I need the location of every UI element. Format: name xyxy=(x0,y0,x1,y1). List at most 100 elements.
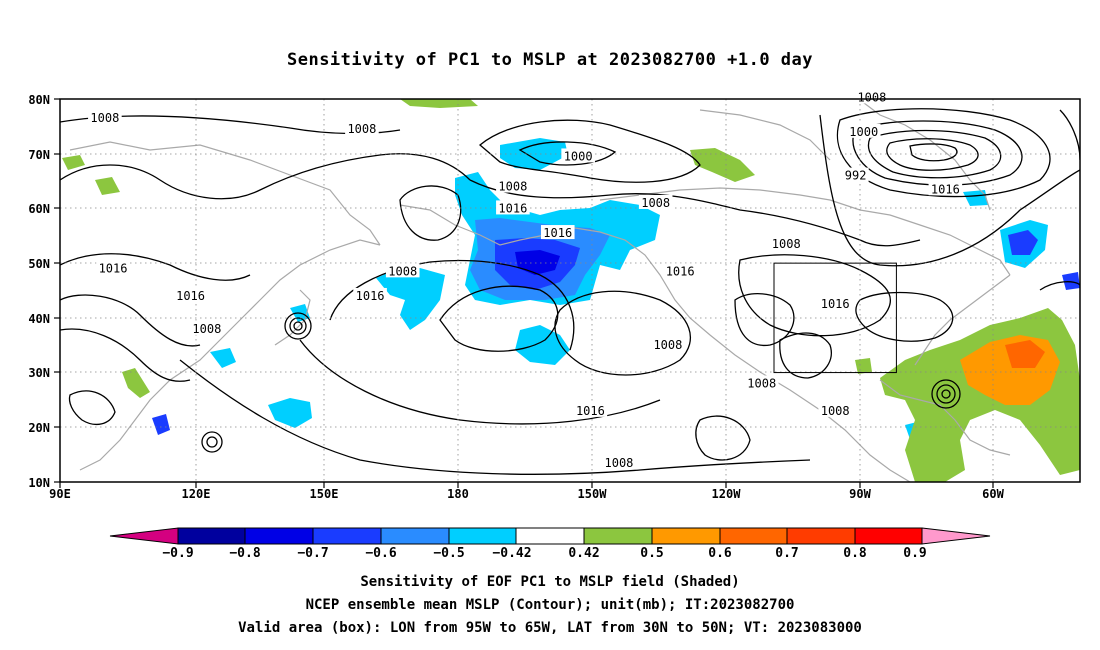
contour-label-bg xyxy=(345,121,379,136)
contour-label: 1008 xyxy=(821,404,850,418)
contour-label: 1016 xyxy=(666,264,695,278)
contour-label-bg xyxy=(385,263,420,278)
lon-label: 120W xyxy=(712,487,742,501)
colorbar-label: 0.6 xyxy=(708,546,732,561)
green-patch-siberia-2 xyxy=(95,177,120,195)
positive-sensitivity-atlantic xyxy=(880,308,1080,482)
colorbar-label: −0.8 xyxy=(229,546,260,561)
lat-label: 30N xyxy=(28,366,50,380)
colorbar-label: 0.42 xyxy=(568,546,599,561)
colorbar-swatch xyxy=(177,527,246,545)
contour-label-bg xyxy=(573,402,608,417)
lon-label: 150W xyxy=(578,487,608,501)
contour-label-bg xyxy=(638,194,673,209)
contour-label-bg xyxy=(744,375,779,390)
contour-label: 1016 xyxy=(99,262,128,276)
green-patch-gulf xyxy=(855,358,872,374)
contour-label: 1000 xyxy=(564,149,593,163)
colorbar-labels: −0.9 −0.8 −0.7 −0.6 −0.5 −0.42 0.42 0.5 … xyxy=(162,546,926,561)
positive-sensitivity-atlantic-core xyxy=(1005,340,1045,368)
contour-label-bg xyxy=(651,337,685,352)
contour-label-bg xyxy=(846,123,881,138)
blue-patch-greenland xyxy=(963,190,988,206)
map-title: Sensitivity of PC1 to MSLP at 2023082700… xyxy=(286,50,813,70)
green-patch-siberia xyxy=(62,155,85,170)
valid-area-box xyxy=(773,262,897,374)
colorbar-label: 0.5 xyxy=(640,546,663,561)
green-patch-canada xyxy=(690,148,755,182)
contour-label: 1000 xyxy=(849,125,878,139)
contour-label-bg xyxy=(353,287,387,302)
colorbar-label: −0.5 xyxy=(433,546,464,561)
contour-label-bg xyxy=(818,402,852,417)
lon-label: 150E xyxy=(310,487,339,501)
contour-label-bg xyxy=(190,320,224,335)
green-patch-scs xyxy=(122,368,150,398)
contour-label-bg xyxy=(96,260,130,275)
contour-label: 1008 xyxy=(90,111,119,125)
contour-label: 1016 xyxy=(931,182,960,196)
blue-patch-seasia xyxy=(210,348,236,368)
lon-label: 90W xyxy=(849,487,871,501)
colorbar-swatch xyxy=(244,527,314,545)
colorbar-over-triangle xyxy=(921,527,991,545)
blue-patch-alaska xyxy=(500,138,568,170)
contour-label: 1016 xyxy=(498,201,527,215)
colorbar-swatch xyxy=(448,527,517,545)
colorbar-under-triangle xyxy=(109,527,179,545)
colorbar-swatch xyxy=(380,527,450,545)
colorbar-swatch xyxy=(583,527,653,545)
contour-label: 1008 xyxy=(772,237,801,251)
colorbar-swatch xyxy=(515,527,585,545)
contour-label-bg xyxy=(769,235,804,250)
contour-label: 1008 xyxy=(192,322,221,336)
blue-patch-wpac xyxy=(152,414,170,435)
shading-layer xyxy=(62,99,1080,482)
contour-label-bg xyxy=(663,263,697,278)
latitude-labels: 80N 70N 60N 50N 40N 30N 20N 10N xyxy=(28,93,50,490)
colorbar-swatch xyxy=(854,527,923,545)
blue-patch-mid xyxy=(515,325,570,365)
contour-label: 1016 xyxy=(821,297,850,311)
contour-label-bg xyxy=(540,225,575,240)
contour-label-bg xyxy=(928,181,963,196)
contour-label-bg xyxy=(818,296,852,311)
blue-core-labrador xyxy=(1008,230,1038,255)
caption-shading: Sensitivity of EOF PC1 to MSLP field (Sh… xyxy=(360,574,740,590)
tick-marks xyxy=(54,98,994,488)
contour-label-bg xyxy=(855,89,889,104)
contour-label-bg xyxy=(173,287,208,302)
lon-label: 60W xyxy=(982,487,1004,501)
contour-label: 1016 xyxy=(176,289,205,303)
colorbar-label: −0.7 xyxy=(297,546,328,561)
colorbar-swatch xyxy=(786,527,856,545)
colorbar-label: −0.42 xyxy=(492,546,531,561)
contour-label: 1008 xyxy=(347,122,376,136)
contour-label: 1008 xyxy=(747,377,776,391)
colorbar-label: 0.7 xyxy=(775,546,798,561)
blue-patch-pacific xyxy=(268,398,312,428)
colorbar-label: 0.9 xyxy=(903,546,926,561)
lon-label: 90E xyxy=(49,487,71,501)
contour-label: 1008 xyxy=(498,180,527,194)
lat-label: 50N xyxy=(28,257,50,271)
contour-label: 992 xyxy=(845,169,867,183)
longitude-labels: 90E 120E 150E 180 150W 120W 90W 60W xyxy=(49,487,1004,501)
contour-label: 1008 xyxy=(653,338,682,352)
contour-label-bg xyxy=(561,148,595,163)
colorbar-label: 0.8 xyxy=(843,546,867,561)
colorbar xyxy=(109,527,991,545)
contour-label: 1008 xyxy=(857,90,886,104)
plot-frame xyxy=(59,98,1081,483)
lat-label: 20N xyxy=(28,421,50,435)
contour-label: 1016 xyxy=(576,404,605,418)
isobars xyxy=(60,108,1080,475)
contour-label: 1008 xyxy=(388,264,417,278)
contour-label: 1008 xyxy=(605,456,634,470)
lon-label: 180 xyxy=(447,487,469,501)
contour-label-bg xyxy=(842,167,869,182)
caption-valid-area: Valid area (box): LON from 95W to 65W, L… xyxy=(238,620,862,636)
lat-label: 40N xyxy=(28,312,50,326)
contour-labels: 1008 1008 1008 1000 1000 992 1016 1008 1008 1016 1… xyxy=(88,89,963,470)
